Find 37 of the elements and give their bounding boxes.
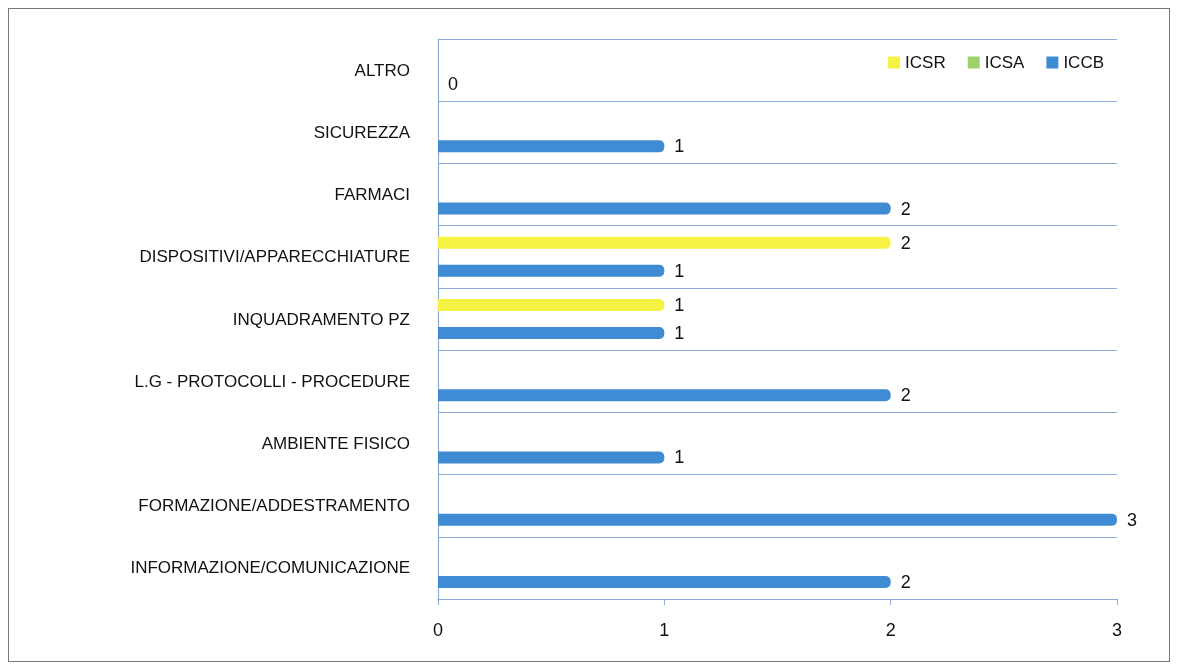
data-label: 1 — [674, 136, 685, 157]
data-label: 2 — [900, 571, 911, 592]
y-tick-label: FORMAZIONE/ADDESTRAMENTO — [138, 496, 410, 516]
x-tick-label: 1 — [659, 620, 670, 640]
y-tick-label: INFORMAZIONE/COMUNICAZIONE — [130, 558, 410, 578]
bar — [438, 575, 891, 588]
bar — [438, 389, 891, 402]
y-tick-label: DISPOSITIVI/APPARECCHIATURE — [139, 247, 410, 267]
data-label: 2 — [900, 198, 911, 219]
x-tick-label: 3 — [1111, 620, 1123, 640]
bar — [438, 327, 665, 340]
bar — [438, 236, 891, 249]
data-label: 1 — [674, 260, 685, 281]
y-tick-label: ALTRO — [354, 60, 410, 80]
y-tick-label: SICUREZZA — [313, 122, 411, 142]
bar — [438, 513, 1117, 526]
bar — [438, 264, 665, 277]
data-label: 0 — [448, 74, 459, 95]
y-tick-label: FARMACI — [334, 185, 410, 205]
bar — [438, 202, 891, 215]
y-tick-label: L.G - PROTOCOLLI - PROCEDURE — [134, 371, 410, 391]
data-label: 1 — [674, 447, 685, 468]
x-tick-label: 0 — [432, 620, 444, 640]
data-label: 1 — [674, 323, 685, 344]
data-label: 1 — [674, 294, 685, 315]
bar — [438, 298, 665, 311]
data-label: 2 — [900, 385, 911, 406]
data-label: 3 — [1127, 509, 1138, 530]
y-tick-label: INQUADRAMENTO PZ — [232, 309, 410, 329]
x-tick-label: 2 — [885, 620, 896, 640]
bar — [438, 140, 665, 153]
y-tick-label: AMBIENTE FISICO — [261, 433, 410, 453]
legend-label: ICSA — [984, 53, 1026, 72]
legend-label: ICSR — [905, 53, 946, 72]
bar — [438, 451, 665, 464]
data-label: 2 — [900, 232, 911, 253]
legend-label: ICCB — [1063, 53, 1105, 72]
